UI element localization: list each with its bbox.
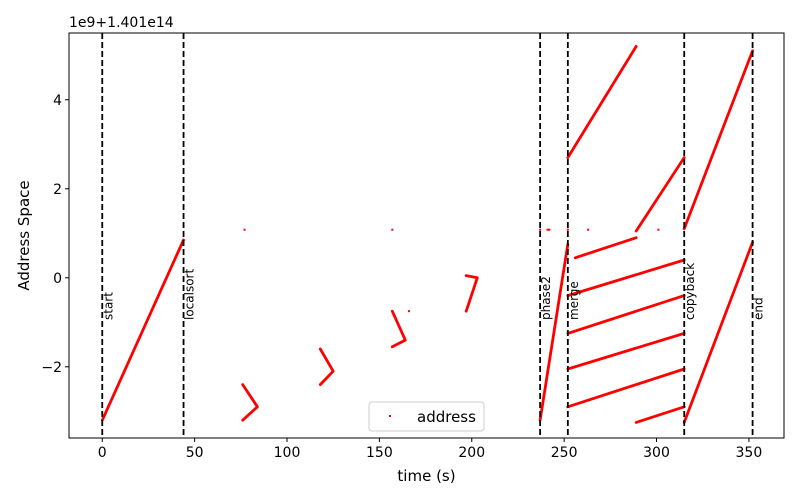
- address-trace-segment: [566, 258, 686, 297]
- plot-frame: [68, 32, 785, 439]
- address-trace-segment: [634, 156, 686, 233]
- y-tick-label: 2: [53, 182, 62, 198]
- y-tick-label: 4: [53, 93, 62, 109]
- x-tick-label: 150: [366, 445, 393, 461]
- address-point: [391, 228, 394, 231]
- address-trace-segment: [538, 243, 570, 422]
- address-trace-segment: [566, 332, 686, 371]
- address-point: [539, 228, 542, 231]
- x-axis-ticks: 0 50 100 150 200 250 300 350: [98, 438, 762, 461]
- phase-label-localsort: localsort: [183, 269, 197, 320]
- address-trace-segment: [566, 45, 638, 159]
- address-point: [657, 228, 660, 231]
- phase-label-phase2: phase2: [539, 276, 553, 320]
- x-tick-label: 350: [736, 445, 763, 461]
- phase-label-start: start: [101, 292, 115, 320]
- address-trace-segment: [390, 309, 407, 349]
- x-tick-label: 0: [98, 445, 107, 461]
- address-trace-segment: [573, 236, 638, 260]
- x-tick-label: 300: [643, 445, 670, 461]
- legend-marker-address: [389, 415, 391, 417]
- y-axis-ticks: −2 0 2 4: [41, 93, 69, 376]
- x-tick-label: 250: [551, 445, 578, 461]
- address-trace-segment: [318, 347, 335, 386]
- address-trace-segment: [566, 294, 686, 335]
- address-point: [548, 228, 551, 231]
- legend-box: [368, 401, 485, 432]
- y-tick-label: −2: [41, 360, 62, 376]
- address-point: [546, 228, 549, 231]
- address-point: [243, 228, 246, 231]
- x-axis-label: time (s): [397, 467, 455, 485]
- x-tick-label: 200: [458, 445, 485, 461]
- address-trace-segment: [100, 238, 185, 422]
- address-point: [587, 228, 590, 231]
- x-tick-label: 100: [274, 445, 301, 461]
- address-trace-segment: [566, 367, 686, 409]
- address-trace-segment: [682, 240, 754, 424]
- x-tick-label: 50: [186, 445, 204, 461]
- phase-markers: start localsort phase2 merge copyback end: [101, 33, 766, 438]
- address-trace-segment: [682, 49, 754, 231]
- y-offset-label: 1e9+1.401e14: [69, 15, 174, 31]
- legend-label-address: address: [417, 408, 476, 426]
- address-point: [566, 228, 569, 231]
- address-trace-segment: [464, 274, 479, 313]
- address-trace-segment: [241, 383, 259, 422]
- phase-label-merge: merge: [567, 281, 581, 320]
- y-axis-label: Address Space: [15, 180, 33, 290]
- address-point: [407, 310, 410, 313]
- legend: address: [368, 401, 485, 432]
- phase-label-end: end: [752, 297, 766, 320]
- y-tick-label: 0: [53, 271, 62, 287]
- address-trace-segment: [634, 405, 686, 424]
- plot-area: [100, 45, 754, 424]
- phase-label-copyback: copyback: [683, 263, 697, 320]
